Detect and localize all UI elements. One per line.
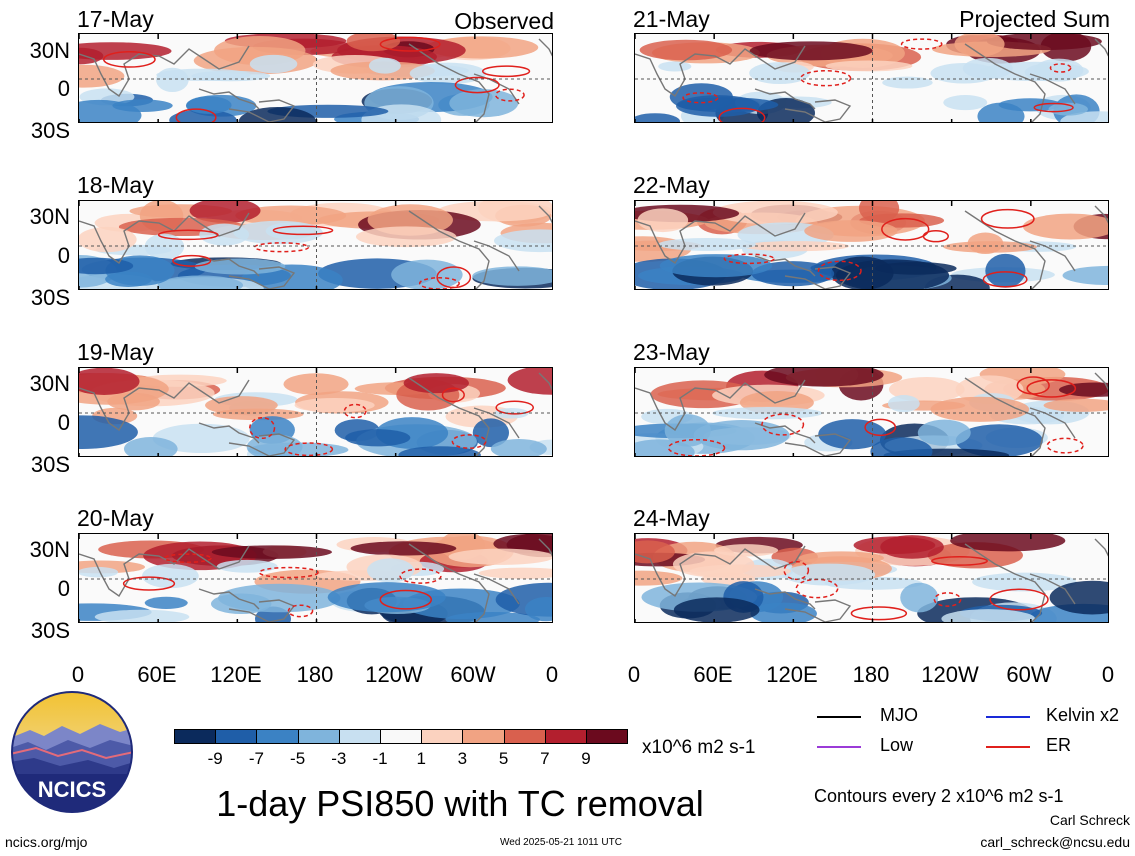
lon-label: 0 [1101,662,1115,687]
panel-date: 17-May [77,6,154,32]
colorbar-tick-label: 5 [498,749,509,768]
lat-label: 0 [57,76,70,101]
panel-date: 24-May [633,505,710,531]
lon-label: 60E [693,662,733,687]
colorbar-swatch [462,729,505,744]
colorbar-tick-label: -3 [331,749,347,768]
lon-label: 120E [766,662,818,687]
colorbar-swatch [503,729,546,744]
colorbar-tick-label: 3 [457,749,468,768]
colorbar-swatch [544,729,587,744]
colorbar-swatch [215,729,258,744]
lat-label: 30S [30,618,70,643]
panel-date: 18-May [77,172,154,198]
panel-date: 20-May [77,505,154,531]
colorbar-swatch [174,729,217,744]
colorbar-units: x10^6 m2 s-1 [642,737,756,758]
legend-label-kelvin: Kelvin x2 [1046,705,1120,725]
map-panel [634,33,1109,123]
map-panel [634,367,1109,457]
lat-label: 30S [30,285,70,310]
lat-label: 0 [57,576,70,601]
lat-label: 30S [30,118,70,143]
legend-line-low [817,746,861,748]
colorbar-tick-label: -5 [290,749,306,768]
legend-line-er [986,746,1030,748]
lon-label: 0 [545,662,559,687]
contours-note: Contours every 2 x10^6 m2 s-1 [814,786,1064,806]
lat-label: 0 [57,243,70,268]
map-panel [78,200,553,290]
lat-label: 30N [29,537,70,562]
colorbar-tick-label: 1 [416,749,426,768]
panel-date: 19-May [77,339,154,365]
colorbar-swatch [421,729,464,744]
lon-label: 60E [137,662,177,687]
lon-label: 120E [210,662,262,687]
legend-label-low: Low [880,735,914,755]
map-panel [78,33,553,123]
lon-label: 60W [450,662,496,687]
lon-label: 180 [852,662,890,687]
lon-label: 0 [71,662,85,687]
colorbar-tick-label: -1 [372,749,388,768]
lon-label: 120W [921,662,979,687]
colorbar-swatch [338,729,381,744]
lon-label: 60W [1006,662,1052,687]
lon-label: 180 [296,662,334,687]
colorbar-tick-label: -9 [207,749,223,768]
footer-email: carl_schreck@ncsu.edu [980,834,1130,850]
legend-label-er: ER [1046,735,1072,755]
lat-label: 30N [29,371,70,396]
lat-label: 30N [29,38,70,63]
panel-corner-label: Observed [454,8,554,34]
panel-date: 23-May [633,339,710,365]
map-panel [78,367,553,457]
lat-label: 30N [29,204,70,229]
figure-title: 1-day PSI850 with TC removal [216,783,704,824]
colorbar-swatch [380,729,423,744]
ncics-logo: NCICS [10,690,134,814]
colorbar-swatch [297,729,340,744]
footer-timestamp: Wed 2025-05-21 1011 UTC [500,837,622,848]
colorbar-tick-label: 7 [540,749,550,768]
lon-label: 120W [365,662,423,687]
legend-label-mjo: MJO [880,705,918,725]
panel-date: 21-May [633,6,710,32]
map-panel [634,533,1109,623]
legend-line-mjo [817,716,861,718]
colorbar-tick-label: -7 [248,749,264,768]
map-panel [634,200,1109,290]
lat-label: 30S [30,452,70,477]
colorbar-swatch [586,729,629,744]
lon-label: 0 [627,662,641,687]
panel-date: 22-May [633,172,710,198]
footer-author: Carl Schreck [1049,812,1130,828]
footer-url: ncics.org/mjo [5,834,88,850]
legend-line-kelvin [986,716,1030,718]
lat-label: 0 [57,410,70,435]
logo-text: NCICS [38,777,106,802]
colorbar-tick-label: 9 [581,749,591,768]
colorbar-swatch [256,729,299,744]
panel-corner-label: Projected Sum [959,6,1110,32]
map-panel [78,533,553,623]
